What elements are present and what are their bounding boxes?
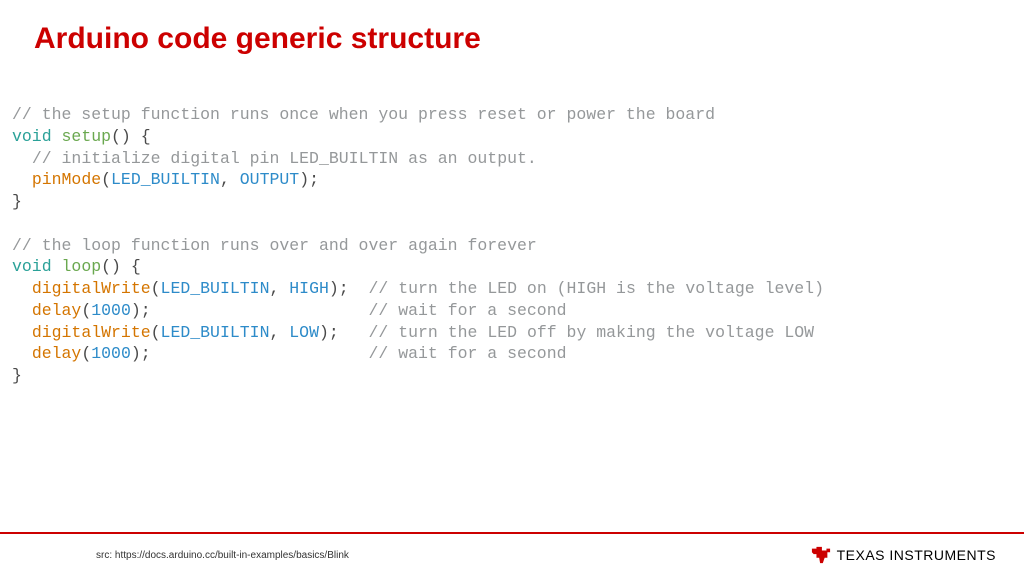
code-token	[12, 323, 32, 342]
code-token: pinMode	[32, 170, 101, 189]
code-token: );	[329, 279, 369, 298]
code-token: }	[12, 366, 22, 385]
code-token: );	[299, 170, 319, 189]
code-token: // the loop function runs over and over …	[12, 236, 537, 255]
code-token	[12, 149, 32, 168]
slide: Arduino code generic structure // the se…	[0, 0, 1024, 576]
code-token: (	[151, 279, 161, 298]
slide-title: Arduino code generic structure	[34, 22, 990, 56]
code-token: (	[151, 323, 161, 342]
code-token: delay	[32, 301, 82, 320]
code-token: LED_BUILTIN	[161, 279, 270, 298]
code-token: // initialize digital pin LED_BUILTIN as…	[32, 149, 537, 168]
code-token: // the setup function runs once when you…	[12, 105, 715, 124]
code-token: delay	[32, 344, 82, 363]
code-line: // the setup function runs once when you…	[12, 104, 990, 126]
code-line: // initialize digital pin LED_BUILTIN as…	[12, 148, 990, 170]
code-line: void loop() {	[12, 256, 990, 278]
code-line: delay(1000); // wait for a second	[12, 300, 990, 322]
code-token: // turn the LED off by making the voltag…	[369, 323, 815, 342]
code-token: // wait for a second	[368, 344, 566, 363]
code-token: ,	[220, 170, 240, 189]
code-token	[12, 279, 32, 298]
code-token	[12, 344, 32, 363]
code-token: (	[81, 301, 91, 320]
code-token: );	[131, 344, 369, 363]
code-token: 1000	[91, 301, 131, 320]
code-block: // the setup function runs once when you…	[12, 104, 990, 387]
code-token: () {	[111, 127, 151, 146]
code-token: LOW	[289, 323, 319, 342]
code-token: void	[12, 127, 52, 146]
ti-logo: TEXAS INSTRUMENTS	[810, 545, 996, 565]
code-token: }	[12, 192, 22, 211]
code-token	[52, 127, 62, 146]
code-token: HIGH	[289, 279, 329, 298]
code-line: }	[12, 365, 990, 387]
code-token: setup	[62, 127, 112, 146]
code-token: ,	[269, 279, 289, 298]
code-token: () {	[101, 257, 141, 276]
code-line: digitalWrite(LED_BUILTIN, HIGH); // turn…	[12, 278, 990, 300]
code-token: (	[81, 344, 91, 363]
code-token: digitalWrite	[32, 323, 151, 342]
code-token: // wait for a second	[368, 301, 566, 320]
code-token: digitalWrite	[32, 279, 151, 298]
code-token: ,	[269, 323, 289, 342]
code-line: // the loop function runs over and over …	[12, 235, 990, 257]
code-line: void setup() {	[12, 126, 990, 148]
code-line	[12, 213, 990, 235]
code-token: // turn the LED on (HIGH is the voltage …	[369, 279, 824, 298]
code-token: OUTPUT	[240, 170, 299, 189]
ti-logo-icon	[810, 545, 832, 565]
code-token: );	[319, 323, 369, 342]
code-token: );	[131, 301, 369, 320]
code-token: void	[12, 257, 52, 276]
footer: src: https://docs.arduino.cc/built-in-ex…	[0, 532, 1024, 576]
code-line: delay(1000); // wait for a second	[12, 343, 990, 365]
code-token: (	[101, 170, 111, 189]
code-token: LED_BUILTIN	[161, 323, 270, 342]
code-token	[12, 170, 32, 189]
code-token	[52, 257, 62, 276]
source-citation: src: https://docs.arduino.cc/built-in-ex…	[96, 550, 349, 561]
code-line: digitalWrite(LED_BUILTIN, LOW); // turn …	[12, 322, 990, 344]
code-line: pinMode(LED_BUILTIN, OUTPUT);	[12, 169, 990, 191]
code-token	[12, 301, 32, 320]
ti-logo-text: TEXAS INSTRUMENTS	[837, 547, 996, 563]
code-token: loop	[62, 257, 102, 276]
code-token: 1000	[91, 344, 131, 363]
code-line: }	[12, 191, 990, 213]
code-token: LED_BUILTIN	[111, 170, 220, 189]
